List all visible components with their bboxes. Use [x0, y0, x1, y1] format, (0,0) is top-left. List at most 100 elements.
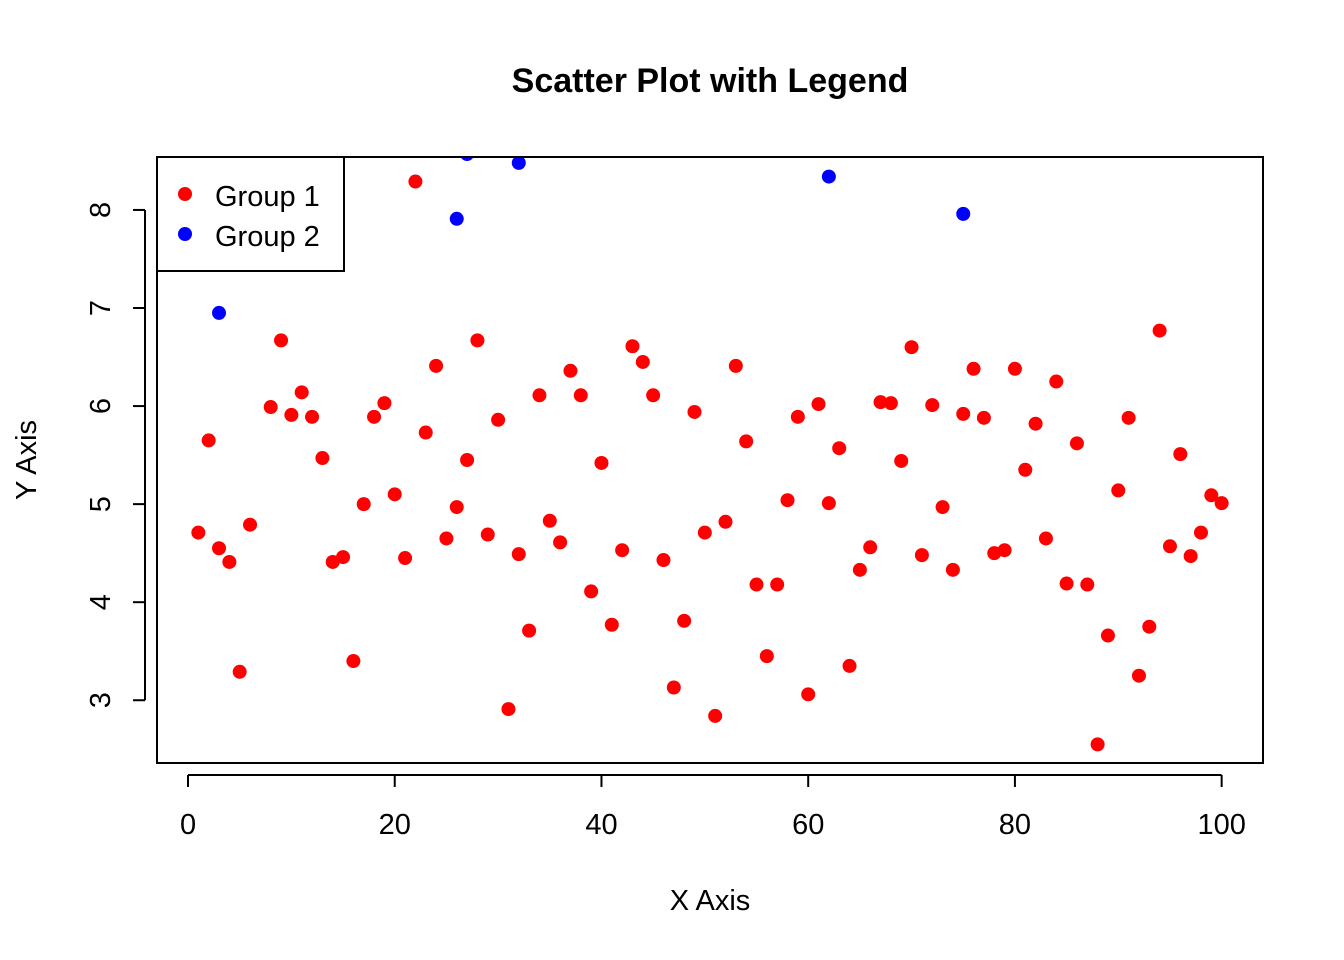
point-group-1: [1080, 577, 1095, 592]
point-group-1: [832, 441, 847, 456]
point-group-1: [243, 517, 258, 532]
point-group-1: [625, 339, 640, 354]
point-group-1: [790, 409, 805, 424]
point-group-1: [718, 514, 733, 529]
point-group-1: [439, 531, 454, 546]
x-tick-label: 100: [1197, 809, 1245, 841]
point-group-2: [212, 305, 227, 320]
point-group-1: [759, 649, 774, 664]
point-group-1: [728, 358, 743, 373]
point-group-1: [284, 407, 299, 422]
y-axis: 3 4 5 6 7 8: [85, 202, 146, 708]
x-tick-label: 0: [180, 809, 196, 841]
point-group-2: [449, 211, 464, 226]
x-tick-label: 60: [792, 809, 824, 841]
point-group-2: [956, 206, 971, 221]
point-group-1: [398, 551, 413, 566]
point-group-1: [770, 577, 785, 592]
point-group-1: [387, 487, 402, 502]
legend-label-group-1: Group 1: [215, 181, 320, 213]
point-group-1: [646, 388, 661, 403]
y-tick-label: 3: [85, 692, 117, 708]
point-group-1: [1100, 628, 1115, 643]
point-group-1: [553, 535, 568, 550]
chart-title: Scatter Plot with Legend: [512, 62, 909, 100]
point-group-1: [811, 397, 826, 412]
point-group-1: [687, 404, 702, 419]
point-group-1: [1111, 483, 1126, 498]
x-tick-label: 20: [379, 809, 411, 841]
point-group-1: [501, 702, 516, 717]
point-group-1: [408, 174, 423, 189]
point-group-1: [976, 410, 991, 425]
point-group-1: [904, 340, 919, 355]
point-group-1: [914, 548, 929, 563]
point-group-1: [418, 425, 433, 440]
point-group-1: [1162, 539, 1177, 554]
point-group-1: [201, 433, 216, 448]
point-group-1: [1069, 436, 1084, 451]
point-group-1: [212, 541, 227, 556]
point-group-1: [635, 354, 650, 369]
point-group-1: [873, 395, 888, 410]
point-group-1: [1131, 668, 1146, 683]
point-group-1: [274, 333, 289, 348]
point-group-1: [821, 496, 836, 511]
legend: Group 1 Group 2: [156, 156, 345, 272]
point-group-1: [1142, 619, 1157, 634]
point-group-1: [749, 577, 764, 592]
point-group-1: [584, 584, 599, 599]
y-tick-label: 6: [85, 398, 117, 414]
x-axis-label: X Axis: [670, 885, 751, 917]
point-group-1: [222, 554, 237, 569]
point-group-1: [863, 540, 878, 555]
point-group-2: [821, 169, 836, 184]
point-group-1: [522, 623, 537, 638]
point-group-1: [532, 388, 547, 403]
point-group-1: [842, 658, 857, 673]
point-group-1: [780, 493, 795, 508]
point-group-1: [480, 527, 495, 542]
point-group-1: [1152, 323, 1167, 338]
point-group-1: [801, 687, 816, 702]
point-group-1: [1049, 374, 1064, 389]
point-group-1: [1018, 462, 1033, 477]
x-tick-label: 40: [585, 809, 617, 841]
point-group-1: [232, 664, 247, 679]
point-group-1: [542, 513, 557, 528]
point-group-1: [1204, 488, 1219, 503]
point-group-1: [594, 455, 609, 470]
point-group-1: [945, 562, 960, 577]
point-group-1: [1121, 410, 1136, 425]
point-group-2: [460, 157, 474, 162]
point-group-1: [604, 617, 619, 632]
point-group-1: [491, 412, 506, 427]
x-axis: 0 20 40 60 80 100: [180, 774, 1246, 841]
point-group-1: [191, 525, 206, 540]
point-group-1: [315, 451, 330, 466]
point-group-1: [346, 654, 361, 669]
data-points: [191, 157, 1229, 752]
point-group-1: [1028, 416, 1043, 431]
point-group-1: [1173, 447, 1188, 462]
point-group-1: [263, 400, 278, 415]
point-group-1: [1214, 496, 1229, 511]
point-group-1: [449, 500, 464, 515]
plot-frame: [156, 156, 1264, 764]
point-group-1: [966, 361, 981, 376]
point-group-1: [305, 409, 320, 424]
legend-marker-group-1: [178, 187, 192, 201]
point-group-1: [336, 550, 351, 565]
legend-box: [156, 156, 345, 272]
point-group-1: [377, 396, 392, 411]
point-group-1: [666, 680, 681, 695]
point-group-1: [470, 333, 485, 348]
point-group-1: [573, 388, 588, 403]
point-group-1: [925, 398, 940, 413]
point-group-1: [1007, 361, 1022, 376]
point-group-1: [294, 385, 309, 400]
legend-label-group-2: Group 2: [215, 221, 320, 253]
point-group-1: [739, 434, 754, 449]
point-group-1: [511, 547, 526, 562]
